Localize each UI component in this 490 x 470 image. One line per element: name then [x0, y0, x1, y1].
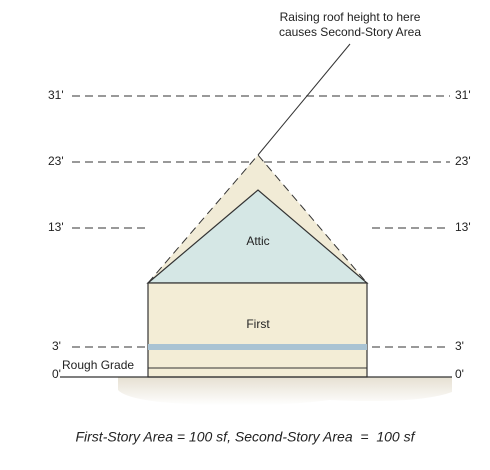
ground	[118, 377, 452, 406]
elevation-label: 23'	[48, 154, 64, 168]
elevation-label: 0'	[455, 367, 464, 381]
attic-label: Attic	[246, 234, 269, 248]
elevation-label: 3'	[455, 339, 464, 353]
floor-band	[148, 344, 367, 350]
elevation-label: 13'	[48, 220, 64, 234]
first-label: First	[246, 317, 270, 331]
elevation-label: 0'	[52, 367, 61, 381]
elevation-label: 13'	[455, 220, 471, 234]
elevation-label: 31'	[455, 88, 471, 102]
elevation-label: 31'	[48, 88, 64, 102]
callout-leader	[257, 43, 351, 156]
first-story	[147, 282, 368, 378]
caption: First-Story Area = 100 sf, Second-Story …	[75, 429, 416, 445]
elevation-label: 3'	[52, 339, 61, 353]
callout-text: causes Second-Story Area	[279, 25, 421, 39]
elevation-label: 23'	[455, 154, 471, 168]
callout-text: Raising roof height to here	[280, 10, 421, 24]
ground-label: Rough Grade	[62, 358, 134, 372]
